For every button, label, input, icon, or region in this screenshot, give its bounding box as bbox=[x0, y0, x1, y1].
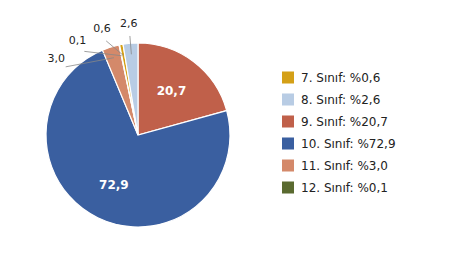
legend-swatch bbox=[282, 160, 294, 172]
data-label: 0,6 bbox=[93, 22, 111, 35]
legend: 7. Sınıf: %0,6 8. Sınıf: %2,6 9. Sınıf: %2… bbox=[282, 71, 396, 195]
legend-item: 9. Sınıf: %20,7 bbox=[282, 115, 388, 129]
legend-swatch bbox=[282, 72, 294, 84]
legend-label: 12. Sınıf: %0,1 bbox=[301, 181, 388, 195]
legend-label: 11. Sınıf: %3,0 bbox=[301, 159, 388, 173]
legend-label: 10. Sınıf: %72,9 bbox=[301, 137, 396, 151]
data-label: 72,9 bbox=[99, 178, 129, 192]
data-labels: 20,7 72,9 2,6 0,6 0,13,0 bbox=[48, 17, 187, 192]
legend-swatch bbox=[282, 138, 294, 150]
legend-label: 9. Sınıf: %20,7 bbox=[301, 115, 388, 129]
data-label: 2,6 bbox=[120, 17, 138, 30]
legend-item: 10. Sınıf: %72,9 bbox=[282, 137, 396, 151]
legend-swatch bbox=[282, 182, 294, 194]
legend-item: 8. Sınıf: %2,6 bbox=[282, 93, 380, 107]
data-label: 3,0 bbox=[48, 52, 66, 65]
chart: 20,7 72,9 2,6 0,6 0,13,0 7. Sınıf: %0,6 8. Sın… bbox=[0, 0, 454, 265]
legend-item: 11. Sınıf: %3,0 bbox=[282, 159, 388, 173]
legend-label: 8. Sınıf: %2,6 bbox=[301, 93, 380, 107]
leader-line bbox=[106, 41, 123, 56]
legend-swatch bbox=[282, 94, 294, 106]
pie bbox=[46, 43, 230, 227]
legend-label: 7. Sınıf: %0,6 bbox=[301, 71, 380, 85]
legend-item: 12. Sınıf: %0,1 bbox=[282, 181, 388, 195]
legend-swatch bbox=[282, 116, 294, 128]
leader-line bbox=[130, 36, 132, 54]
leader-line bbox=[66, 58, 114, 67]
data-label: 20,7 bbox=[157, 84, 187, 98]
leader-line bbox=[84, 51, 121, 55]
pie-slice bbox=[123, 43, 138, 135]
data-label: 0,1 bbox=[69, 34, 87, 47]
legend-item: 7. Sınıf: %0,6 bbox=[282, 71, 380, 85]
